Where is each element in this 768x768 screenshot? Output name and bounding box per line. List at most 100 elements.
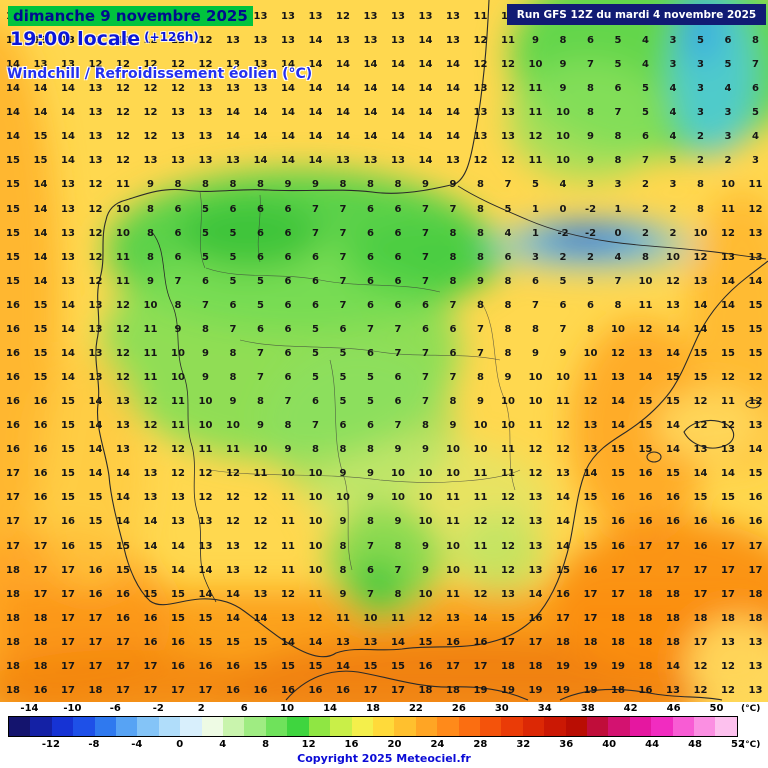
coastline-path: [95, 0, 768, 658]
grid-value: 12: [501, 492, 515, 504]
grid-value: 14: [363, 83, 378, 95]
scale-segment: [479, 717, 502, 736]
value-grid: 1313131413121213131313131213131313111198…: [6, 11, 763, 696]
grid-value: 10: [693, 227, 708, 239]
grid-value: 6: [284, 227, 292, 239]
grid-value: 2: [669, 203, 677, 215]
grid-value: 9: [339, 468, 347, 480]
grid-value: 13: [253, 83, 268, 95]
grid-value: 17: [721, 588, 735, 600]
scale-bar: [8, 716, 738, 737]
grid-value: 13: [418, 11, 433, 22]
grid-value: 5: [339, 347, 347, 359]
grid-value: 14: [116, 468, 130, 480]
grid-value: 10: [446, 444, 460, 456]
grid-value: 12: [88, 275, 103, 287]
grid-value: 7: [504, 179, 512, 191]
scale-tick: 6: [240, 703, 248, 714]
grid-value: 14: [33, 83, 48, 95]
grid-value: 14: [33, 227, 48, 239]
scale-tick: -4: [131, 739, 143, 750]
grid-value: 12: [528, 131, 543, 143]
grid-value: 12: [473, 516, 488, 528]
grid-value: 11: [116, 251, 130, 263]
grid-value: 9: [202, 347, 209, 359]
grid-value: 6: [394, 372, 402, 384]
grid-value: 17: [116, 636, 130, 648]
grid-value: 18: [638, 612, 653, 624]
grid-value: 2: [587, 251, 594, 263]
grid-value: 10: [363, 612, 378, 624]
grid-value: 17: [556, 612, 570, 624]
grid-value: 8: [312, 444, 319, 456]
grid-value: 5: [504, 203, 512, 215]
grid-value: 19: [583, 660, 598, 672]
grid-value: 16: [666, 516, 680, 528]
grid-value: 14: [583, 468, 598, 480]
grid-value: 14: [281, 155, 295, 167]
grid-value: 10: [446, 564, 460, 576]
grid-value: 14: [446, 83, 460, 95]
grid-value: 8: [339, 444, 347, 456]
grid-value: 15: [116, 540, 130, 552]
grid-value: 12: [473, 59, 488, 71]
grid-value: 7: [257, 372, 264, 384]
grid-value: 14: [88, 468, 103, 480]
scale-segment: [308, 717, 331, 736]
grid-value: 12: [143, 444, 158, 456]
map-canvas[interactable]: 1313131413121213131313131213131313111198…: [0, 0, 768, 702]
grid-value: 14: [391, 107, 405, 119]
grid-value: 10: [116, 227, 130, 239]
grid-value: 10: [638, 275, 653, 287]
grid-value: 5: [202, 203, 209, 215]
grid-value: 8: [147, 203, 154, 215]
grid-value: 12: [143, 420, 158, 432]
grid-value: 7: [394, 420, 402, 432]
grid-value: 14: [391, 83, 405, 95]
grid-value: 6: [202, 275, 209, 287]
grid-value: 11: [528, 107, 543, 119]
grid-value: 16: [33, 468, 48, 480]
grid-value: 2: [559, 251, 567, 263]
grid-value: 9: [587, 131, 594, 143]
grid-value: 14: [33, 203, 48, 215]
grid-value: 8: [587, 107, 594, 119]
grid-value: 12: [693, 251, 708, 263]
grid-value: 8: [339, 564, 347, 576]
copyright: Copyright 2025 Meteociel.fr: [297, 752, 471, 765]
grid-value: 11: [748, 179, 763, 191]
grid-value: 12: [693, 684, 708, 696]
grid-value: 7: [614, 275, 622, 287]
grid-value: 14: [308, 107, 323, 119]
grid-value: 16: [143, 612, 158, 624]
grid-value: 7: [367, 323, 374, 335]
grid-value: 8: [587, 83, 594, 95]
grid-value: 0: [559, 203, 567, 215]
grid-value: 13: [61, 251, 75, 263]
grid-value: 17: [88, 660, 103, 672]
grid-value: 18: [611, 636, 625, 648]
grid-value: 13: [226, 564, 240, 576]
grid-value: 14: [446, 131, 460, 143]
grid-value: 16: [281, 684, 295, 696]
grid-value: 16: [611, 492, 625, 504]
grid-value: 6: [257, 227, 264, 239]
grid-value: 14: [556, 492, 570, 504]
grid-value: 11: [281, 492, 295, 504]
africa-coast-path-2: [559, 688, 723, 701]
grid-value: 14: [198, 564, 213, 576]
balearic-ibiza: [646, 451, 662, 463]
scale-tick: 52: [731, 739, 745, 750]
grid-value: 13: [171, 492, 185, 504]
grid-value: 5: [697, 35, 704, 47]
grid-value: 9: [559, 83, 567, 95]
scale-segment: [544, 717, 566, 736]
grid-value: 13: [336, 155, 350, 167]
grid-value: 5: [367, 372, 374, 384]
grid-value: 8: [147, 251, 154, 263]
grid-value: 7: [422, 347, 429, 359]
grid-value: 11: [501, 468, 515, 480]
grid-value: 14: [308, 155, 323, 167]
grid-value: 11: [528, 83, 543, 95]
grid-value: 13: [88, 323, 103, 335]
